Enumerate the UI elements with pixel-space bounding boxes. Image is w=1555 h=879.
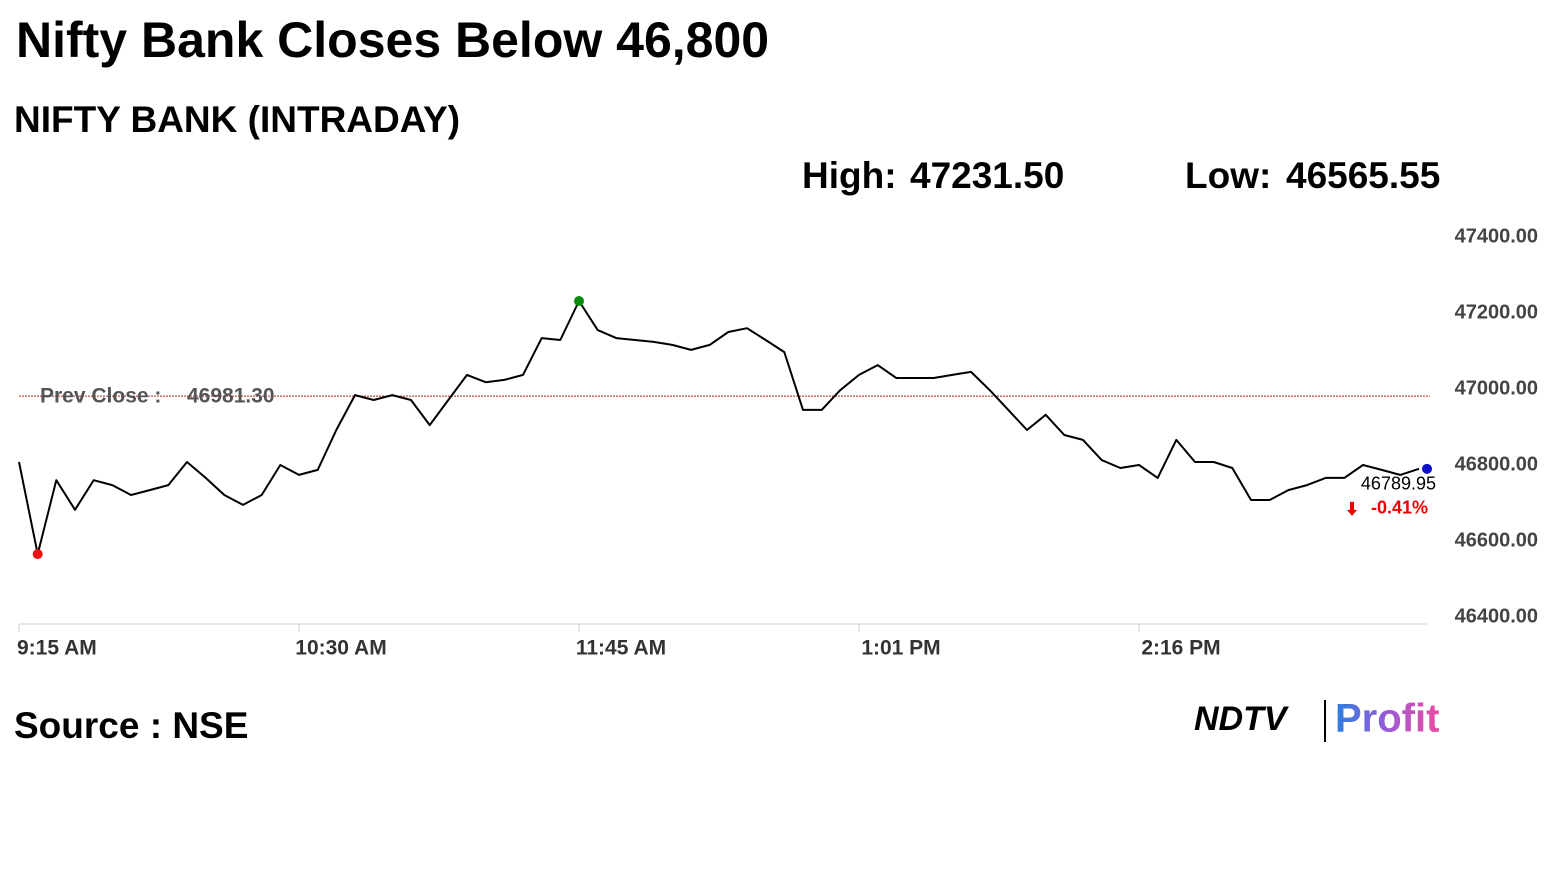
reference-label: Prev Close :: [40, 385, 161, 408]
logo-right: Profit: [1335, 697, 1439, 741]
high-value: 47231.50: [910, 155, 1064, 196]
low-value: 46565.55: [1286, 155, 1440, 196]
y-tick-label: 47200.00: [1455, 301, 1538, 323]
price-line: [18, 300, 1420, 556]
change-label: -0.41%: [1371, 498, 1428, 518]
low-dot: [32, 549, 43, 560]
x-tick-label: 11:45 AM: [576, 637, 666, 660]
high-label: High:: [802, 155, 897, 196]
reference-value: 46981.30: [187, 385, 275, 408]
x-tick-label: 1:01 PM: [861, 637, 940, 660]
high-dot: [574, 296, 584, 307]
chart-title: Nifty Bank Closes Below 46,800: [16, 12, 769, 68]
source: Source : NSE: [14, 705, 248, 746]
x-tick-label: 2:16 PM: [1141, 637, 1220, 660]
y-tick-label: 47000.00: [1455, 377, 1538, 399]
y-tick-label: 46600.00: [1455, 529, 1538, 551]
last-value-label: 46789.95: [1361, 474, 1436, 494]
last-dot: [1422, 463, 1432, 474]
y-tick-label: 46400.00: [1455, 605, 1538, 627]
x-tick-label: 9:15 AM: [17, 637, 97, 660]
change-arrow: [1347, 501, 1357, 516]
logo-left: NDTV: [1194, 700, 1290, 738]
low-label: Low:: [1185, 155, 1271, 196]
chart-subtitle: NIFTY BANK (INTRADAY): [14, 99, 460, 140]
y-tick-label: 47400.00: [1455, 225, 1538, 247]
y-tick-label: 46800.00: [1455, 453, 1538, 475]
x-tick-label: 10:30 AM: [295, 637, 386, 660]
